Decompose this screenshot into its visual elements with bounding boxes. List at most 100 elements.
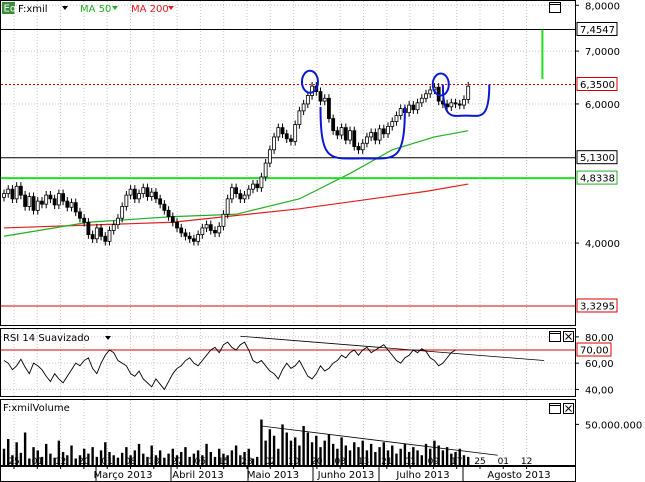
header-legend: Eq F:xmil MA 50 MA 200 (2, 2, 174, 15)
volume-bar (180, 452, 183, 465)
volume-bar (382, 442, 385, 465)
x-day-label: 25 (474, 457, 485, 467)
price-level-box (576, 77, 618, 92)
x-day-label: 12 (521, 457, 532, 467)
candle-body (141, 187, 146, 195)
candle-body (272, 136, 276, 151)
ma50-dropdown-icon[interactable] (112, 6, 118, 10)
volume-bar (15, 442, 18, 465)
ma200-label[interactable]: MA 200 (131, 4, 169, 15)
volume-bar (40, 456, 44, 465)
volume-bar (154, 455, 158, 465)
x-day-label: 08 (125, 457, 137, 467)
volume-bar (378, 447, 381, 465)
candle-body (204, 224, 209, 229)
candle-body (187, 235, 192, 240)
candle-body (234, 187, 239, 195)
volume-bar (445, 447, 449, 465)
candle-body (154, 191, 158, 200)
symbol-badge-bg[interactable] (2, 2, 15, 14)
volume-bar (407, 452, 411, 465)
candle-body (14, 185, 19, 200)
price-level-label: 7,4547 (580, 25, 615, 36)
x-month-label: Maio 2013 (247, 470, 299, 481)
x-day-label: 01 (404, 457, 415, 467)
candle-body (386, 125, 390, 135)
volume-bar (36, 450, 39, 465)
rsi-dropdown-icon[interactable] (105, 336, 111, 340)
volume-bar (184, 447, 187, 465)
candle-body (381, 128, 386, 135)
x-day-label: 20 (78, 457, 90, 467)
volume-maximize-icon[interactable] (549, 403, 561, 414)
rsi-maximize-icon[interactable] (549, 331, 561, 342)
candle-body (331, 118, 336, 132)
candle-body (120, 206, 125, 219)
volume-bar (95, 456, 99, 465)
volume-bar (57, 440, 61, 465)
volume-bars (2, 419, 498, 465)
volume-bar (416, 450, 419, 465)
volume-bar (437, 445, 440, 465)
x-day-label: 18 (148, 457, 160, 467)
price-level-box (576, 21, 618, 36)
rsi-close-icon[interactable] (563, 331, 574, 342)
candle-body (259, 176, 264, 189)
candle-body (280, 127, 285, 135)
candle-body (103, 235, 108, 242)
candle-body (335, 130, 340, 136)
rsi-title[interactable]: RSI 14 Suavizado (3, 333, 90, 344)
candle-body (48, 194, 53, 200)
volume-bar (28, 458, 31, 465)
symbol-label[interactable]: F:xmil (18, 4, 48, 15)
volume-bar (331, 443, 335, 465)
symbol-dropdown-icon[interactable] (62, 6, 68, 10)
candle-body (293, 124, 298, 142)
volume-bar (146, 456, 149, 465)
candle-body (246, 188, 251, 196)
volume-title[interactable]: F:xmilVolume (3, 403, 70, 414)
volume-bar (462, 455, 466, 465)
volume-bar (399, 448, 402, 465)
volume-bar (137, 443, 141, 465)
volume-trendline (261, 425, 498, 456)
volume-bar (306, 432, 310, 465)
x-month-label: Julho 2013 (395, 470, 449, 481)
candle-body (86, 221, 91, 235)
volume-bar (353, 442, 356, 465)
ma200-dropdown-icon[interactable] (168, 6, 174, 10)
candle-body (162, 203, 167, 211)
volume-bar (82, 448, 86, 465)
price-level-box (576, 298, 618, 313)
volume-bar (32, 447, 35, 465)
candle-body (377, 128, 382, 141)
rsi-threshold-label: 70,00 (580, 346, 609, 357)
candle-body (35, 200, 40, 211)
annotation-u-shape (319, 106, 406, 160)
candle-body (90, 234, 95, 240)
price-maximize-icon[interactable] (549, 2, 561, 13)
volume-bar (19, 452, 23, 465)
volume-bar (11, 455, 14, 465)
volume-close-icon[interactable] (563, 403, 574, 414)
candle-body (6, 188, 11, 195)
candle-body (18, 185, 23, 196)
x-day-label: 25 (8, 457, 19, 467)
volume-bar (433, 440, 436, 465)
volume-bar (268, 429, 272, 465)
volume-bar (163, 457, 166, 465)
volume-bar (357, 447, 360, 465)
volume-bar (53, 457, 56, 465)
candle-body (145, 187, 150, 197)
x-axis: 25 01 12 20 01 08 18 27 05 15 23 02 10 20 03 13 21 01 09 17… (0, 457, 576, 482)
price-y-label: 6,0000 (585, 100, 620, 111)
candle-body (462, 99, 466, 106)
candle-body (411, 104, 416, 111)
candle-body (191, 238, 196, 242)
price-level-box (576, 150, 618, 165)
ma50-label[interactable]: MA 50 (80, 4, 111, 15)
candle-body (369, 132, 374, 138)
symbol-badge[interactable]: Eq (4, 4, 17, 15)
candle-body (327, 97, 331, 119)
